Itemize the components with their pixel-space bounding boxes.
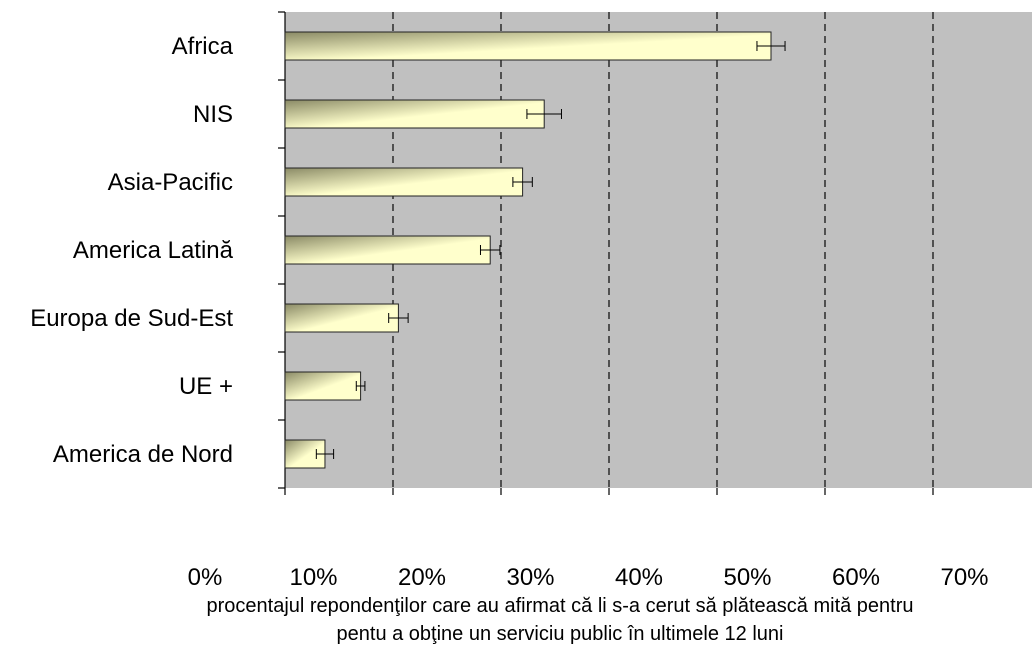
- category-label: UE +: [179, 373, 233, 400]
- x-tick-labels: 0% 10% 20% 30% 40% 50% 60% 70%: [188, 564, 989, 591]
- x-axis-title-line1: procentajul repondenţilor care au afirma…: [206, 595, 914, 617]
- error-bar: [756, 41, 786, 51]
- x-tick-label: 60%: [832, 564, 880, 591]
- error-bar: [512, 177, 533, 187]
- x-tick-label: 50%: [723, 564, 771, 591]
- bar: [284, 99, 545, 129]
- x-tick-label: 20%: [398, 564, 446, 591]
- error-bar: [526, 109, 562, 119]
- x-tick-label: 10%: [289, 564, 337, 591]
- x-tick-label: 40%: [615, 564, 663, 591]
- x-tick-label: 0%: [188, 564, 223, 591]
- category-label: America de Nord: [53, 441, 233, 468]
- category-label: NIS: [193, 101, 233, 128]
- category-label: Asia-Pacific: [108, 169, 233, 196]
- bars: [284, 31, 772, 469]
- category-label: Africa: [172, 33, 234, 60]
- bar: [284, 31, 772, 61]
- x-axis-title-line2: pentu a obţine un serviciu public în ult…: [336, 623, 784, 645]
- error-bar: [315, 449, 335, 459]
- category-label: America Latină: [73, 237, 234, 264]
- category-labels: Africa NIS Asia-Pacific America Latină Europ…: [30, 33, 233, 468]
- x-tick-label: 70%: [940, 564, 988, 591]
- bar: [284, 235, 491, 265]
- error-bar: [479, 245, 501, 255]
- bar: [284, 303, 399, 333]
- x-tick-label: 30%: [506, 564, 554, 591]
- error-bar: [388, 313, 409, 323]
- error-bars: [315, 41, 786, 459]
- bar: [284, 371, 362, 401]
- bar: [284, 167, 524, 197]
- category-label: Europa de Sud-Est: [30, 305, 233, 332]
- x-axis-title: procentajul repondenţilor care au afirma…: [150, 592, 970, 648]
- grid-lines: [392, 12, 934, 488]
- error-bar: [355, 381, 366, 391]
